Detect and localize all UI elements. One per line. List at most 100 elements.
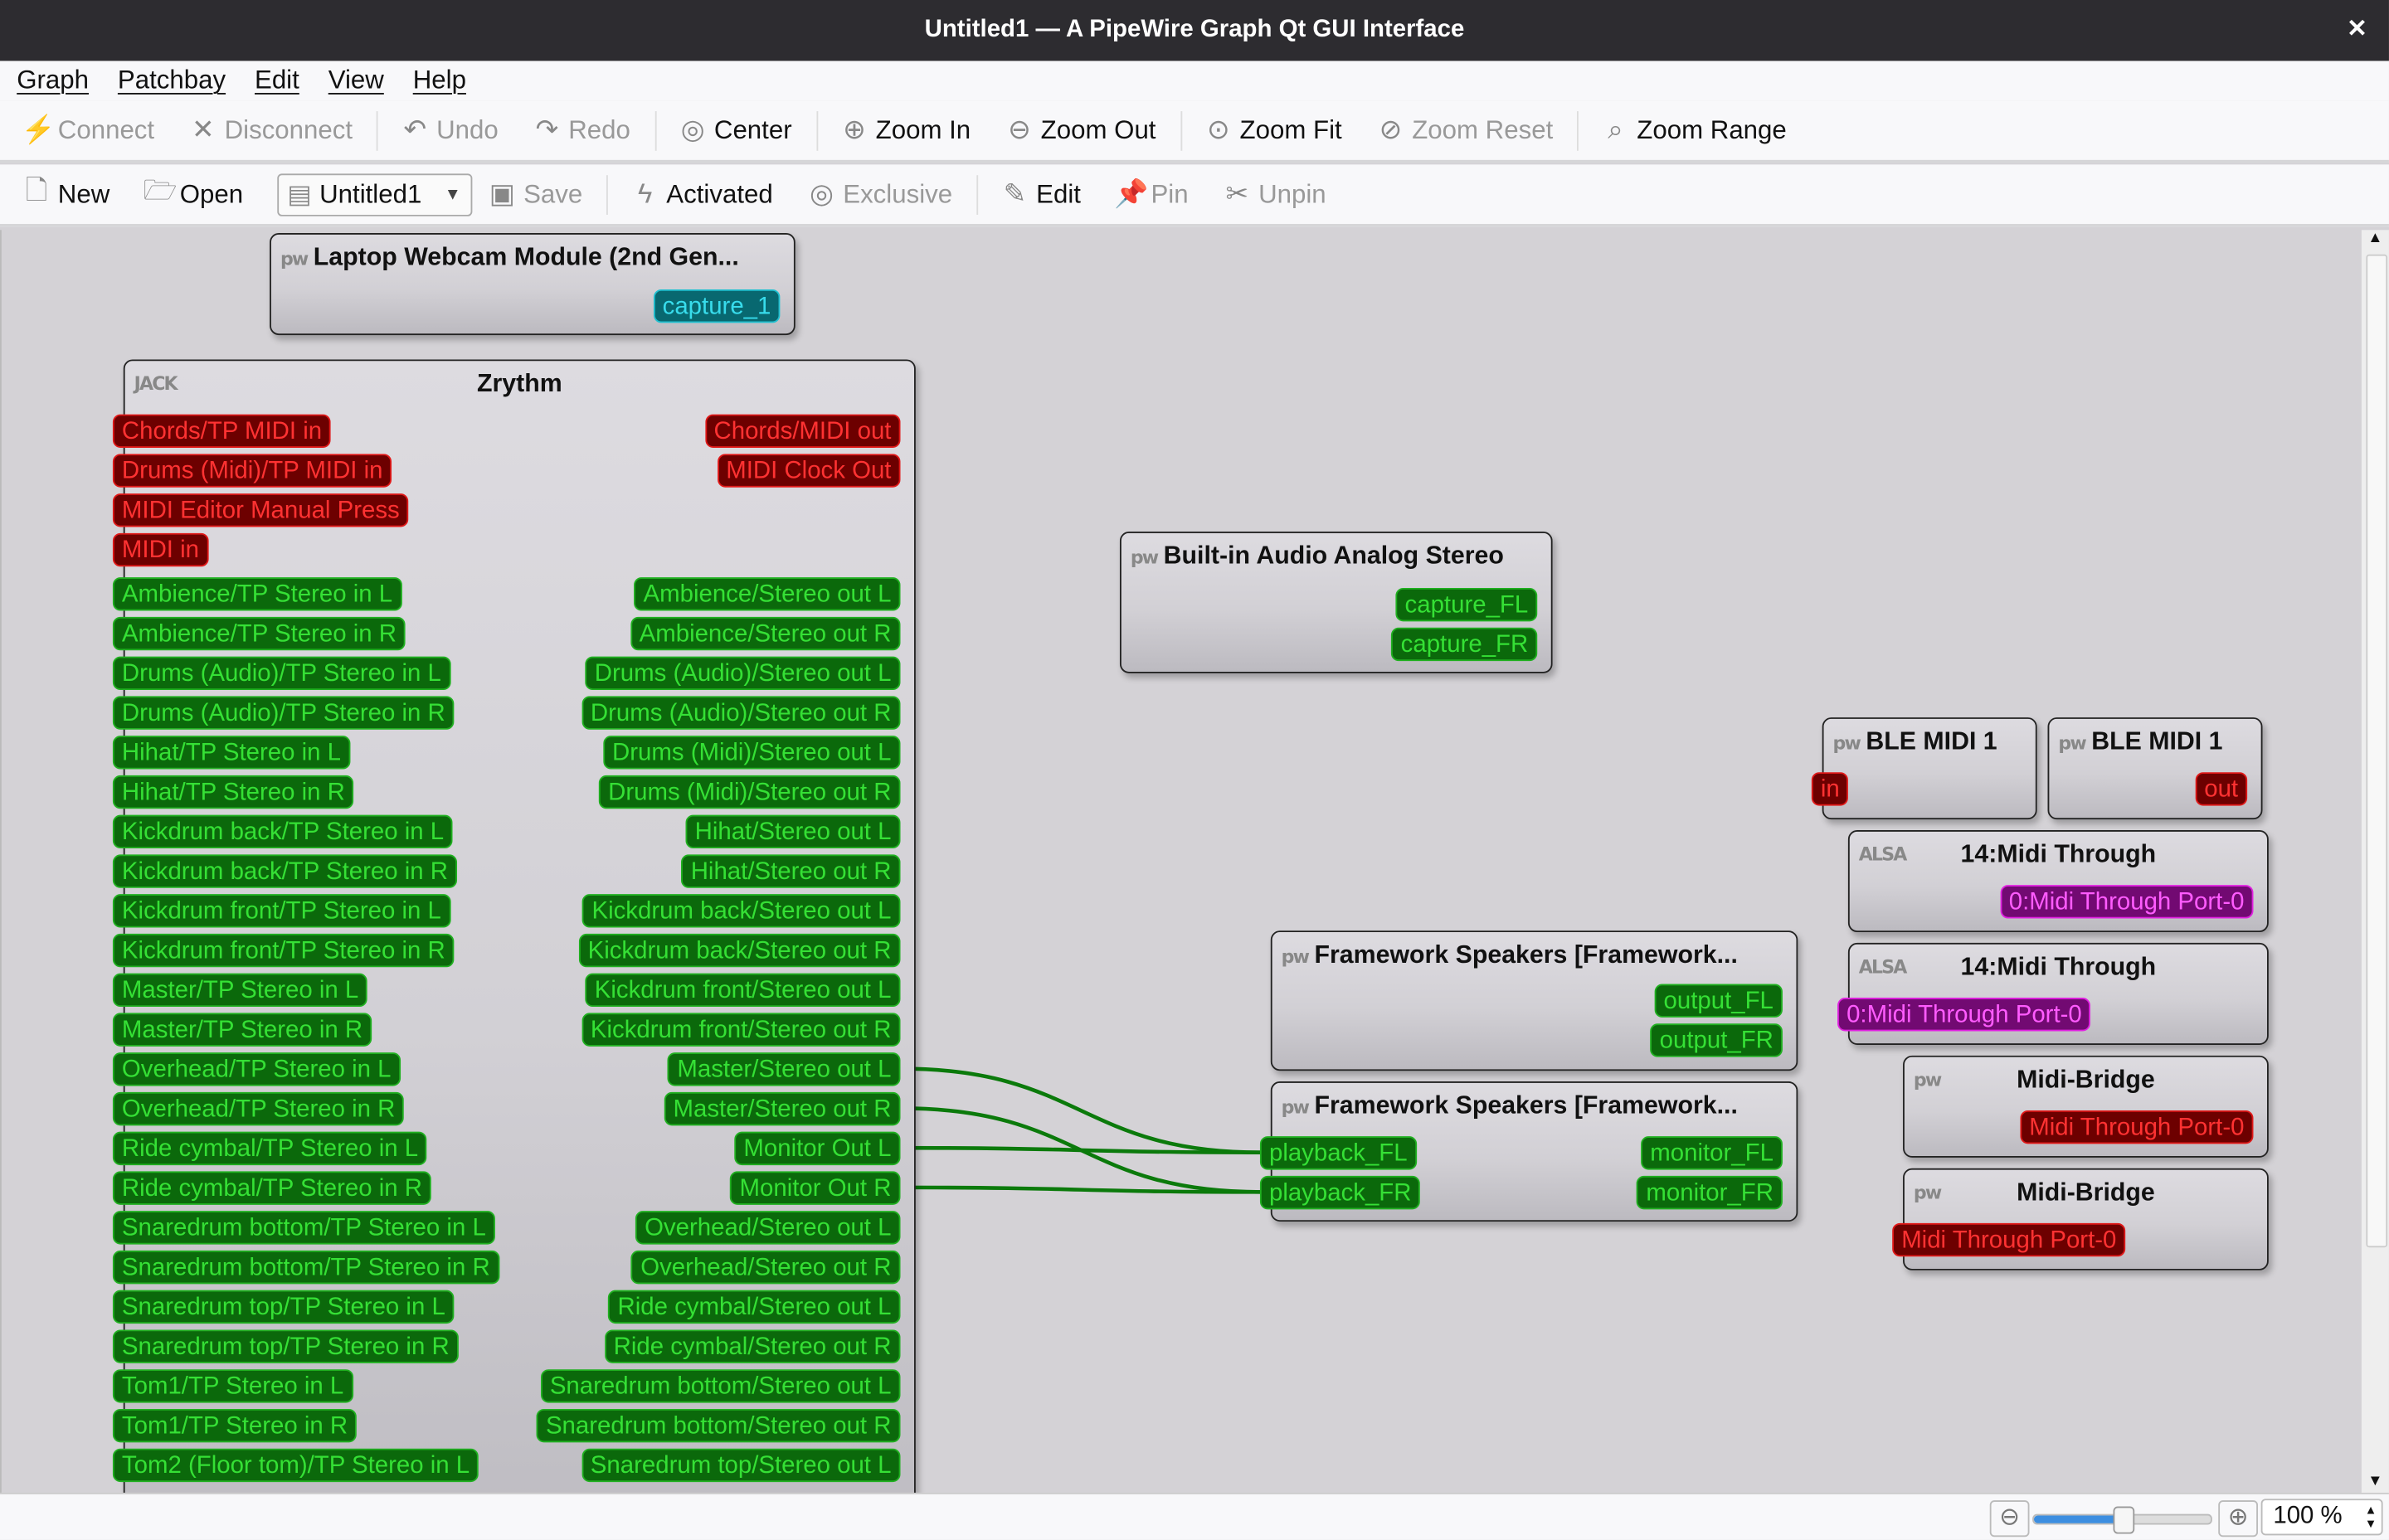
input-port[interactable]: Kickdrum back/TP Stereo in L [112,814,454,849]
input-port[interactable]: in [1811,772,1849,806]
input-port[interactable]: Master/TP Stereo in L [112,973,368,1008]
zoom-reset-button[interactable]: ⊘ Zoom Reset [1375,114,1554,147]
input-port[interactable]: Overhead/TP Stereo in L [112,1052,401,1086]
undo-button[interactable]: ↶ Undo [400,114,499,147]
output-port[interactable]: Kickdrum front/Stereo out R [581,1013,901,1047]
input-port[interactable]: Overhead/TP Stereo in R [112,1091,405,1126]
output-port[interactable]: output_FL [1654,984,1783,1018]
output-port[interactable]: Drums (Audio)/Stereo out R [581,696,901,730]
zoom-slider-handle[interactable] [2113,1506,2135,1534]
output-port[interactable]: Kickdrum back/Stereo out R [578,933,901,968]
output-port[interactable]: capture_FL [1395,587,1538,622]
input-port[interactable]: Drums (Audio)/TP Stereo in L [112,656,450,691]
menu-help[interactable]: Help [412,65,466,95]
connection-wire[interactable] [901,1185,1261,1194]
close-icon[interactable]: ✕ [2347,17,2367,43]
edit-button[interactable]: ✎ Edit [1000,178,1081,211]
output-port[interactable]: 0:Midi Through Port-0 [1999,885,2254,919]
menu-view[interactable]: View [328,65,384,95]
menu-graph[interactable]: Graph [17,65,89,95]
input-port[interactable]: MIDI in [112,532,209,567]
disconnect-button[interactable]: ✕ Disconnect [188,114,353,147]
input-port[interactable]: Snaredrum top/TP Stereo in L [112,1290,455,1324]
output-port[interactable]: Snaredrum bottom/Stereo out R [536,1408,901,1443]
input-port[interactable]: Ambience/TP Stereo in R [112,616,406,651]
input-port[interactable]: Snaredrum bottom/TP Stereo in L [112,1211,495,1245]
zoom-out-icon[interactable]: ⊖ [1989,1500,2030,1538]
input-port[interactable]: Kickdrum back/TP Stereo in R [112,854,458,888]
input-port[interactable]: Tom1/TP Stereo in R [112,1408,358,1443]
output-port[interactable]: monitor_FL [1641,1136,1783,1170]
scrollbar-thumb[interactable] [2366,254,2388,1248]
output-port[interactable]: Drums (Midi)/Stereo out L [603,736,901,770]
input-port[interactable]: Hihat/TP Stereo in R [112,775,354,809]
output-port[interactable]: Snaredrum bottom/Stereo out L [540,1369,901,1403]
patchbay-select[interactable]: ▤ Untitled1 ▼ [276,172,472,216]
output-port[interactable]: Master/Stereo out R [664,1091,901,1126]
output-port[interactable]: Kickdrum back/Stereo out L [582,894,901,928]
output-port[interactable]: Ride cymbal/Stereo out L [608,1290,901,1324]
zoom-range-button[interactable]: ⌕ Zoom Range [1600,114,1786,147]
output-port[interactable]: Monitor Out L [734,1131,901,1166]
input-port[interactable]: Hihat/TP Stereo in L [112,736,351,770]
input-port[interactable]: MIDI Editor Manual Press [112,493,409,527]
input-port[interactable]: Ambience/TP Stereo in L [112,577,402,611]
zoom-spinbox[interactable]: 100 % ▲ ▼ [2260,1499,2383,1536]
output-port[interactable]: Drums (Audio)/Stereo out L [585,656,901,691]
scroll-up-icon[interactable]: ▲ [2367,230,2383,247]
activated-button[interactable]: ϟ Activated [630,178,773,211]
zoom-in-icon[interactable]: ⊕ [2218,1500,2258,1538]
unpin-button[interactable]: ✂ Unpin [1222,178,1326,211]
output-port[interactable]: Midi Through Port-0 [2020,1110,2254,1144]
connection-wire[interactable] [901,1145,1261,1154]
spin-arrows-icon[interactable]: ▲ ▼ [2364,1503,2377,1531]
output-port[interactable]: Snaredrum top/Stereo out L [581,1448,901,1483]
input-port[interactable]: Midi Through Port-0 [1892,1222,2126,1257]
output-port[interactable]: Hihat/Stereo out R [681,854,901,888]
output-port[interactable]: Ambience/Stereo out R [630,616,901,651]
output-port[interactable]: monitor_FR [1637,1175,1783,1210]
input-port[interactable]: playback_FR [1259,1175,1421,1210]
input-port[interactable]: Kickdrum front/TP Stereo in L [112,894,450,928]
output-port[interactable]: Drums (Midi)/Stereo out R [599,775,901,809]
exclusive-button[interactable]: ◎ Exclusive [806,178,952,211]
zoom-in-button[interactable]: ⊕ Zoom In [839,114,971,147]
input-port[interactable]: playback_FL [1259,1136,1417,1170]
input-port[interactable]: Drums (Midi)/TP MIDI in [112,454,392,488]
input-port[interactable]: Snaredrum top/TP Stereo in R [112,1329,459,1363]
zoom-slider[interactable] [2032,1506,2212,1534]
output-port[interactable]: capture_FR [1391,627,1538,662]
input-port[interactable]: Snaredrum bottom/TP Stereo in R [112,1250,499,1285]
output-port[interactable]: out [2195,772,2248,806]
output-port[interactable]: Overhead/Stereo out L [635,1211,901,1245]
connection-wire[interactable] [901,1106,1261,1194]
input-port[interactable]: Kickdrum front/TP Stereo in R [112,933,455,968]
output-port[interactable]: Hihat/Stereo out L [685,814,901,849]
input-port[interactable]: Ride cymbal/TP Stereo in L [112,1131,428,1166]
input-port[interactable]: Ride cymbal/TP Stereo in R [112,1171,432,1205]
input-port[interactable]: Master/TP Stereo in R [112,1013,372,1047]
output-port[interactable]: Overhead/Stereo out R [631,1250,901,1285]
output-port[interactable]: Ride cymbal/Stereo out R [604,1329,901,1363]
center-button[interactable]: ◎ Center [678,114,792,147]
input-port[interactable]: Tom2 (Floor tom)/TP Stereo in L [112,1448,479,1483]
zoom-out-button[interactable]: ⊖ Zoom Out [1005,114,1156,147]
zoom-fit-button[interactable]: ⊙ Zoom Fit [1203,114,1342,147]
output-port[interactable]: Chords/MIDI out [704,414,901,448]
node-ble1[interactable]: pw BLE MIDI 1 [1822,717,2037,820]
input-port[interactable]: Chords/TP MIDI in [112,414,332,448]
output-port[interactable]: capture_1 [653,289,781,323]
output-port[interactable]: MIDI Clock Out [717,454,901,488]
input-port[interactable]: Tom1/TP Stereo in L [112,1369,353,1403]
input-port[interactable]: 0:Midi Through Port-0 [1837,998,2091,1032]
save-button[interactable]: ▣ Save [487,178,583,211]
connection-wire[interactable] [901,1066,1261,1154]
scroll-down-icon[interactable]: ▼ [2367,1473,2383,1490]
input-port[interactable]: Drums (Audio)/TP Stereo in R [112,696,455,730]
graph-canvas[interactable]: pw Laptop Webcam Module (2nd Gen... captur… [0,230,2363,1493]
vertical-scrollbar[interactable]: ▲ ▼ [2361,230,2389,1493]
redo-button[interactable]: ↷ Redo [532,114,630,147]
node-webcam[interactable]: pw Laptop Webcam Module (2nd Gen... [270,233,796,336]
output-port[interactable]: Master/Stereo out L [668,1052,901,1086]
menu-edit[interactable]: Edit [254,65,299,95]
